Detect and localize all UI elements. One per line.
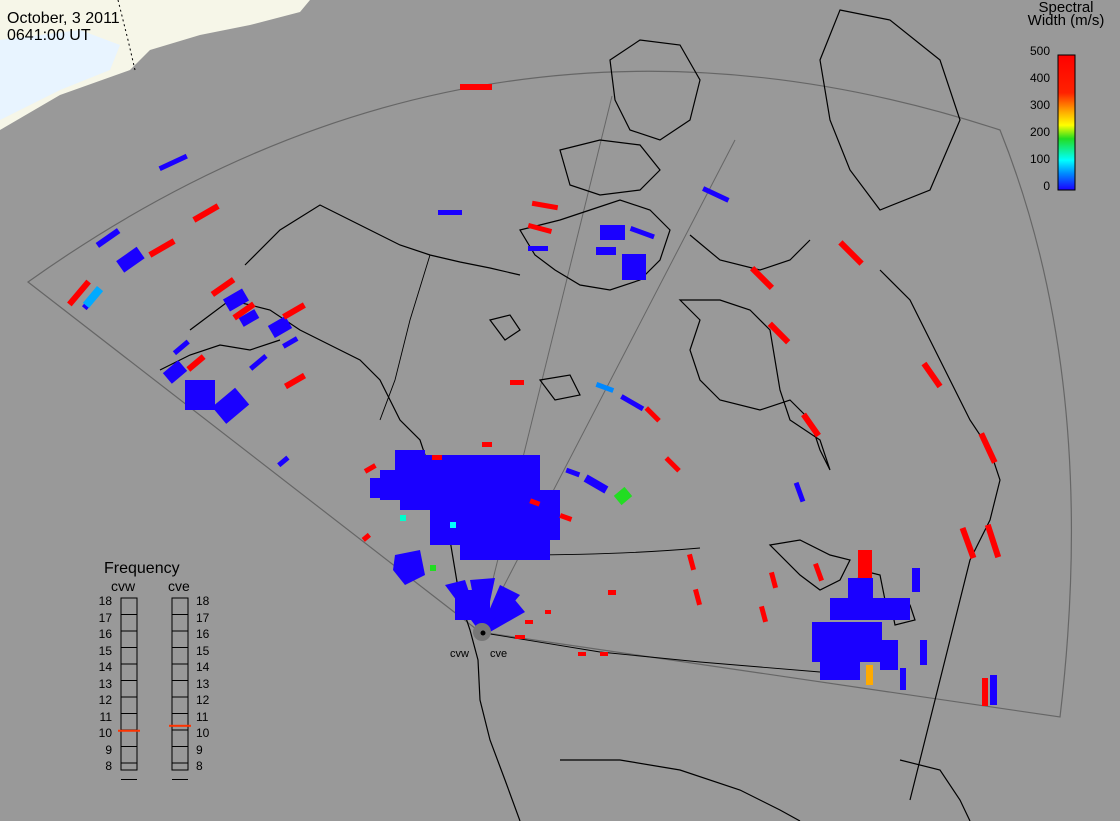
cve-frequency-marker bbox=[169, 725, 191, 727]
echo-cluster-west bbox=[370, 450, 560, 585]
frequency-scale-label: 17 bbox=[86, 612, 112, 624]
frequency-scale-label: 13 bbox=[86, 678, 112, 690]
frequency-scale-label: 8 bbox=[196, 760, 222, 772]
frequency-scale-label: 17 bbox=[196, 612, 222, 624]
date-label: October, 3 2011 bbox=[7, 10, 120, 27]
cve-column-label: cve bbox=[168, 578, 190, 594]
echo-green bbox=[430, 565, 436, 571]
colorbar-tick: 300 bbox=[1010, 99, 1050, 111]
frequency-scale-label: 8 bbox=[86, 760, 112, 772]
colorbar-unit: Width (m/s) bbox=[1011, 13, 1120, 28]
frequency-scale-label: 18 bbox=[196, 595, 222, 607]
radar-site-dot bbox=[481, 631, 486, 636]
coastlines bbox=[160, 10, 1000, 821]
time-label: 0641:00 UT bbox=[7, 27, 91, 44]
frequency-gauges bbox=[121, 598, 188, 770]
cvw-column-label: cvw bbox=[111, 578, 135, 594]
station-label-cve: cve bbox=[490, 648, 507, 660]
frequency-scale-label: 10 bbox=[196, 727, 222, 739]
frequency-scale-label: 9 bbox=[196, 744, 222, 756]
fov-inner-arc bbox=[270, 410, 1000, 480]
station-label-cvw: cvw bbox=[450, 648, 469, 660]
echo-green bbox=[614, 487, 632, 505]
frequency-scale-label: 14 bbox=[86, 661, 112, 673]
frequency-scale-label: 13 bbox=[196, 678, 222, 690]
frequency-scale-label: 12 bbox=[196, 694, 222, 706]
frequency-scale-label: 14 bbox=[196, 661, 222, 673]
colorbar-tick: 0 bbox=[1010, 180, 1050, 192]
colorbar-tick: 200 bbox=[1010, 126, 1050, 138]
colorbar-tick: 400 bbox=[1010, 72, 1050, 84]
frequency-scale-label: 11 bbox=[86, 711, 112, 723]
echo-arctic bbox=[438, 210, 646, 280]
echo-cyan bbox=[450, 522, 456, 528]
echo-red-cluster bbox=[858, 550, 872, 578]
echo-cyan bbox=[400, 515, 406, 521]
frequency-scale-label: 15 bbox=[196, 645, 222, 657]
frequency-scale-label: 18 bbox=[86, 595, 112, 607]
echo-high-width bbox=[866, 665, 873, 685]
frequency-scale-label: 11 bbox=[196, 711, 222, 723]
colorbar-tick: 100 bbox=[1010, 153, 1050, 165]
echo-blue-right bbox=[990, 675, 997, 705]
cvw-frequency-marker bbox=[118, 730, 140, 732]
frequency-scale-label: 10 bbox=[86, 727, 112, 739]
frequency-scale-label: 16 bbox=[196, 628, 222, 640]
colorbar-tick: 500 bbox=[1010, 45, 1050, 57]
frequency-scale-label: 9 bbox=[86, 744, 112, 756]
frequency-scale-label: 16 bbox=[86, 628, 112, 640]
frequency-title: Frequency bbox=[104, 560, 180, 578]
frequency-scale-label: 12 bbox=[86, 694, 112, 706]
frequency-ticks bbox=[121, 615, 188, 780]
colorbar bbox=[1058, 55, 1075, 190]
frequency-scale-label: 15 bbox=[86, 645, 112, 657]
